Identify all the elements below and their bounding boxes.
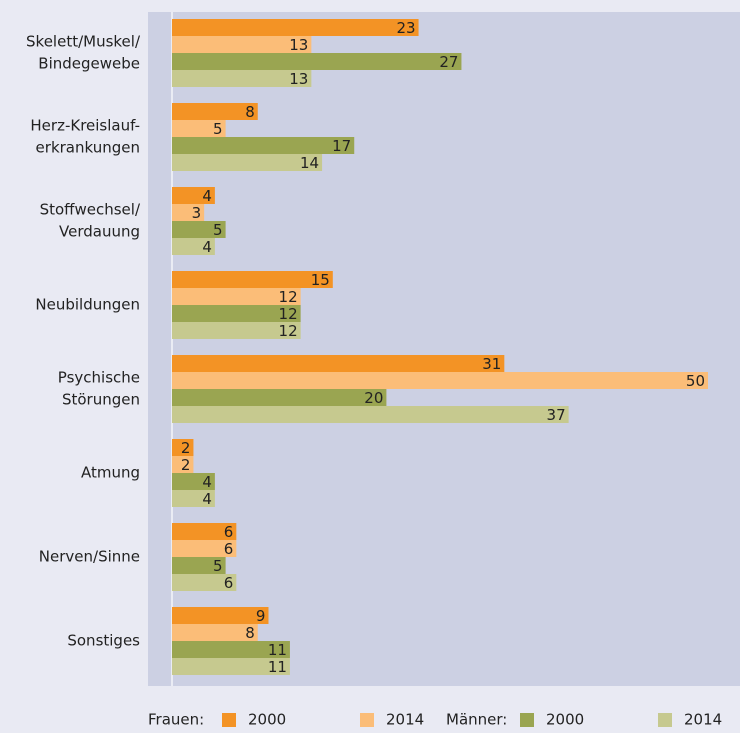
value-label: 50: [686, 372, 705, 390]
bar: [172, 187, 215, 204]
bar: [172, 103, 258, 120]
bar: [172, 53, 462, 70]
value-label: 5: [213, 557, 223, 575]
category-label: Psychische: [58, 369, 140, 387]
bar: [172, 204, 205, 221]
bar: [172, 456, 194, 473]
value-label: 37: [547, 406, 566, 424]
bar: [172, 322, 301, 339]
category-label: Atmung: [81, 464, 140, 482]
value-label: 5: [213, 120, 223, 138]
category-label: Stoffwechsel/: [40, 201, 141, 219]
bar: [172, 305, 301, 322]
category-label: Störungen: [62, 391, 140, 409]
value-label: 4: [202, 490, 212, 508]
bar: [172, 271, 333, 288]
value-label: 8: [245, 103, 255, 121]
value-label: 2: [181, 439, 191, 457]
bar: [172, 372, 708, 389]
value-label: 9: [256, 607, 266, 625]
bar: [172, 574, 237, 591]
bar: [172, 540, 237, 557]
value-label: 6: [224, 574, 234, 592]
value-label: 4: [202, 238, 212, 256]
category-label: Bindegewebe: [38, 55, 140, 73]
bar: [172, 137, 355, 154]
legend-swatch: [222, 713, 236, 727]
legend-group-label: Frauen:: [148, 711, 204, 729]
bar: [172, 624, 258, 641]
bar: [172, 19, 419, 36]
value-label: 11: [268, 658, 287, 676]
value-label: 12: [279, 288, 298, 306]
bar: [172, 658, 290, 675]
plot-area: [148, 12, 740, 686]
value-label: 11: [268, 641, 287, 659]
bar: [172, 288, 301, 305]
category-label: erkrankungen: [36, 139, 140, 157]
value-label: 13: [289, 70, 308, 88]
category-label: Neubildungen: [35, 296, 140, 314]
value-label: 27: [439, 53, 458, 71]
bar: [172, 36, 312, 53]
category-label: Nerven/Sinne: [39, 548, 140, 566]
value-label: 20: [364, 389, 383, 407]
value-label: 12: [279, 322, 298, 340]
category-label: Sonstiges: [67, 632, 140, 650]
value-label: 23: [396, 19, 415, 37]
bar: [172, 70, 312, 87]
value-label: 14: [300, 154, 319, 172]
value-label: 6: [224, 540, 234, 558]
category-label: Skelett/Muskel/: [26, 33, 141, 51]
category-label: Verdauung: [59, 223, 140, 241]
value-label: 4: [202, 473, 212, 491]
value-label: 13: [289, 36, 308, 54]
value-label: 2: [181, 456, 191, 474]
bar: [172, 490, 215, 507]
value-label: 4: [202, 187, 212, 205]
bar: [172, 641, 290, 658]
value-label: 3: [192, 204, 202, 222]
bar: [172, 389, 387, 406]
bar: [172, 439, 194, 456]
value-label: 31: [482, 355, 501, 373]
category-label: Herz-Kreislauf-: [30, 117, 140, 135]
legend-group-label: Männer:: [446, 711, 507, 729]
bar: [172, 154, 323, 171]
legend-label: 2014: [684, 711, 722, 729]
value-label: 12: [279, 305, 298, 323]
bar: [172, 473, 215, 490]
legend-label: 2000: [248, 711, 286, 729]
bar: [172, 120, 226, 137]
value-label: 6: [224, 523, 234, 541]
value-label: 5: [213, 221, 223, 239]
value-label: 17: [332, 137, 351, 155]
legend-label: 2000: [546, 711, 584, 729]
legend-swatch: [360, 713, 374, 727]
bar: [172, 355, 505, 372]
legend-swatch: [520, 713, 534, 727]
bar: [172, 523, 237, 540]
bar: [172, 406, 569, 423]
value-label: 8: [245, 624, 255, 642]
value-label: 15: [311, 271, 330, 289]
legend-label: 2014: [386, 711, 424, 729]
bar: [172, 238, 215, 255]
bar: [172, 557, 226, 574]
bar: [172, 607, 269, 624]
bar: [172, 221, 226, 238]
legend-swatch: [658, 713, 672, 727]
